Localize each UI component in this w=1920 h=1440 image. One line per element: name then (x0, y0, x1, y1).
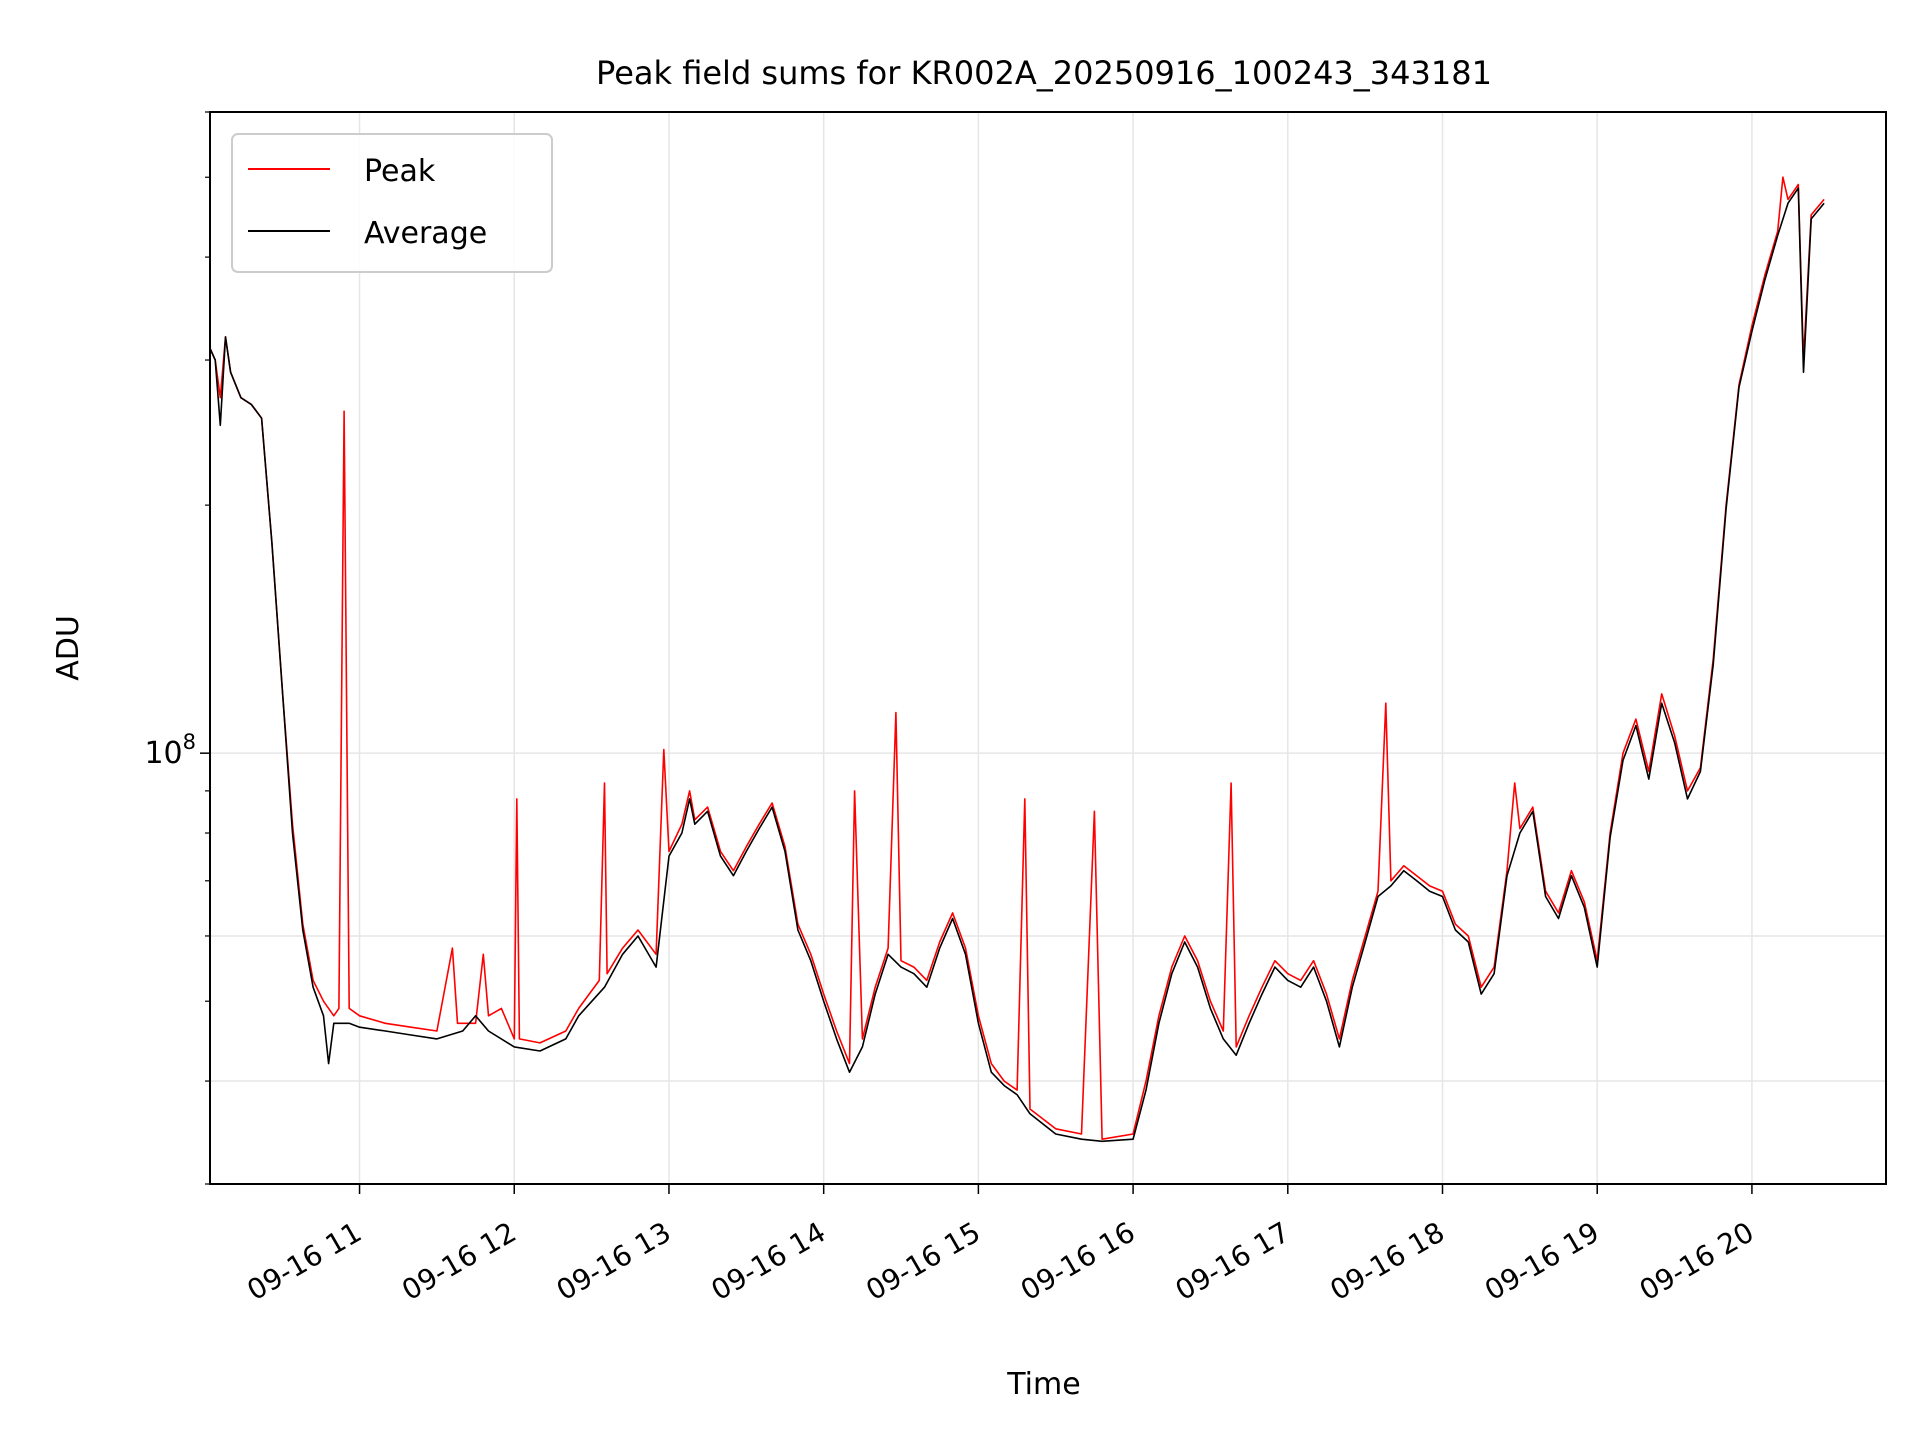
x-tick-label: 09-16 18 (1324, 1215, 1450, 1307)
y-axis-ticks: 108 (144, 111, 210, 1185)
y-axis-label: ADU (51, 615, 86, 681)
x-tick-label: 09-16 16 (1015, 1215, 1141, 1307)
x-tick-label: 09-16 19 (1479, 1215, 1605, 1307)
legend-label-peak: Peak (364, 154, 436, 189)
series-lines (209, 176, 1825, 1143)
x-tick-label: 09-16 14 (706, 1215, 832, 1307)
x-tick-label: 09-16 13 (551, 1215, 677, 1307)
x-tick-label: 09-16 11 (242, 1215, 368, 1307)
series-line-peak (209, 176, 1825, 1140)
grid (210, 112, 1886, 1184)
x-tick-label: 09-16 15 (860, 1215, 986, 1307)
x-tick-label: 09-16 12 (396, 1215, 522, 1307)
chart-title: Peak field sums for KR002A_20250916_1002… (596, 54, 1492, 92)
x-tick-label: 09-16 20 (1634, 1215, 1760, 1307)
x-tick-label: 09-16 17 (1170, 1215, 1296, 1307)
x-axis-ticks: 09-16 11 09-16 12 09-16 13 09-16 14 09-16 15… (242, 1184, 1760, 1307)
y-tick-label: 108 (144, 730, 196, 771)
legend: Peak Average (231, 133, 553, 273)
x-axis-label: Time (1006, 1367, 1080, 1402)
series-line-average (209, 187, 1825, 1143)
legend-label-average: Average (364, 216, 487, 251)
plot-frame (209, 111, 1887, 1185)
